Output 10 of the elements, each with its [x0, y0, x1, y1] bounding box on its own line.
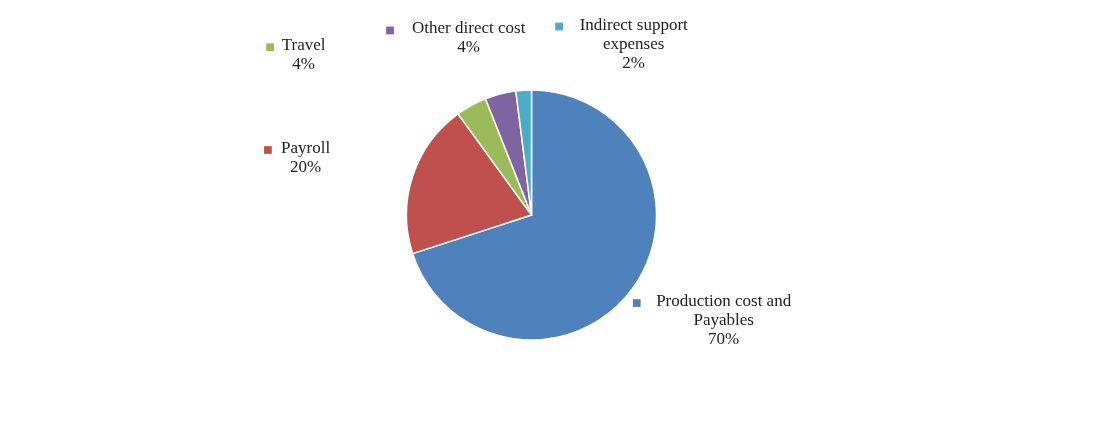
legend-label: Indirect support expenses — [579, 14, 689, 53]
legend-label: Production cost and Payables — [656, 291, 792, 330]
data-label: 4% — [457, 37, 481, 57]
legend-label: Other direct cost — [412, 18, 526, 38]
legend-label: Travel — [281, 35, 326, 55]
data-label: 20% — [290, 156, 322, 176]
data-label: 2% — [622, 52, 646, 72]
data-label: 4% — [292, 54, 316, 74]
legend-label: Payroll — [281, 137, 331, 157]
data-label: 70% — [708, 329, 740, 349]
